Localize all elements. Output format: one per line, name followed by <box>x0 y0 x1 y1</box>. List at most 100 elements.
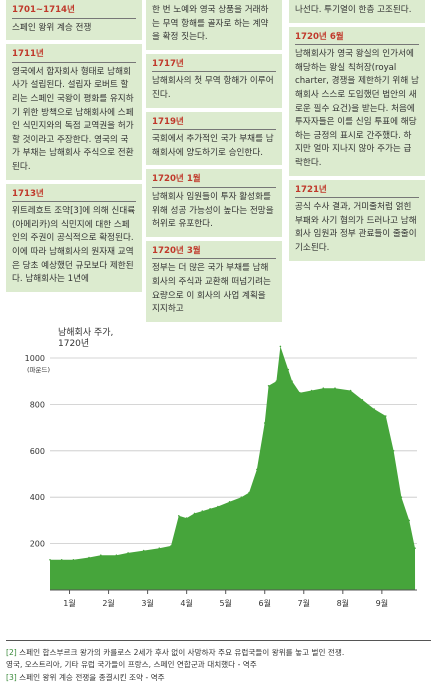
entry-rule <box>295 197 419 199</box>
timeline-column-1: 1701~1714년 스페인 왕위 계승 전쟁 1711년 영국에서 합자회사 형… <box>6 0 142 296</box>
entry-year: 1711년 <box>12 49 44 60</box>
x-tick-label: 3월 <box>141 598 153 608</box>
timeline-entry: 1713년 위트레흐트 조약[3]에 의해 신대륙(아메리카)의 식민지에 대한… <box>6 183 142 292</box>
entry-year: 1721년 <box>295 184 327 195</box>
entry-text: 스페인 왕위 계승 전쟁 <box>12 22 92 33</box>
entry-text: 남해회사의 첫 무역 항해가 이루어진다. <box>152 76 274 100</box>
data-point <box>49 559 51 561</box>
entry-text: 남해회사 임원들이 투자 활성화를 위해 성공 가능성이 높다는 전망을 허위로… <box>152 191 274 230</box>
entry-rule <box>152 129 276 131</box>
data-point <box>400 496 403 498</box>
x-tick-label: 8월 <box>337 598 349 608</box>
data-point <box>385 415 387 417</box>
entry-rule <box>152 186 276 188</box>
chart-title: 남해회사 주가, <box>58 327 113 338</box>
timeline-entry: 1701~1714년 스페인 왕위 계승 전쟁 <box>6 0 142 41</box>
entry-year: 1719년 <box>152 116 184 127</box>
data-point <box>142 549 145 552</box>
timeline-entry: 한 번 노예와 영국 상품을 거래하는 무역 항해를 골자로 하는 계약을 확정… <box>146 0 282 50</box>
y-tick-label: 1000 <box>25 354 45 363</box>
timeline-entry: 1720년 1월 남해회사 임원들이 투자 활성화를 위해 성공 가능성이 높다… <box>146 169 282 237</box>
data-point <box>392 450 395 452</box>
timeline-entry: 나선다. 투기열이 한층 고조된다. <box>289 0 425 23</box>
footnote-text: 스페인 합스부르크 왕가의 카를로스 2세가 후사 없이 사망하자 주요 유럽국… <box>6 648 345 670</box>
timeline-entry: 1720년 3월 정부는 더 많은 국가 부채를 남해회사의 주식과 교환해 떠… <box>146 240 282 322</box>
data-point <box>72 559 75 561</box>
footnote: [2] 스페인 합스부르크 왕가의 카를로스 2세가 후사 없이 사망하자 주요… <box>6 647 431 672</box>
entry-rule <box>12 201 136 203</box>
data-point <box>193 512 196 515</box>
data-point <box>100 554 102 556</box>
entry-text: 위트레흐트 조약[3]에 의해 신대륙(아메리카)의 식민지에 대한 스페인의 … <box>12 206 136 285</box>
data-point <box>310 389 313 392</box>
data-point <box>279 345 282 348</box>
data-point <box>248 491 250 494</box>
footnote-text: 스페인 왕위 계승 전쟁을 종결시킨 조약 - 역주 <box>16 672 165 682</box>
entry-text: 영국에서 합자회사 형태로 남해회사가 설립된다. 설립자 로버트 할리는 스페… <box>12 66 134 172</box>
x-tick-label: 4월 <box>180 598 192 608</box>
data-point <box>414 547 416 549</box>
entry-year: 1720년 6월 <box>295 31 344 42</box>
data-point <box>299 392 301 394</box>
y-axis-unit: (파운드) <box>27 365 50 374</box>
data-point <box>170 545 172 547</box>
chart-title: 1720년 <box>58 338 89 349</box>
data-point <box>408 519 411 522</box>
data-point <box>256 468 258 471</box>
timeline-entry: 1721년 공식 수사 결과, 거미줄처럼 얽힌 부패와 사기 혐의가 드러나고… <box>289 179 425 261</box>
timeline-column-2: 한 번 노예와 영국 상품을 거래하는 무역 항해를 골자로 하는 계약을 확정… <box>146 0 282 326</box>
data-point <box>267 385 270 387</box>
entry-text: 한 번 노예와 영국 상품을 거래하는 무역 항해를 골자로 하는 계약을 확정… <box>152 5 269 43</box>
data-point <box>178 515 180 517</box>
footnote-number: [3] <box>6 672 17 682</box>
data-point <box>275 380 278 382</box>
entry-rule <box>12 61 136 63</box>
entry-year: 1720년 3월 <box>152 245 201 256</box>
y-tick-label: 600 <box>30 447 45 456</box>
entry-text: 국회에서 추가적인 국가 부채를 남해회사에 양도하기로 승인한다. <box>152 134 274 158</box>
timeline-column-3: 나선다. 투기열이 한층 고조된다. 1720년 6월 남해회사가 영국 왕실의 … <box>289 0 425 265</box>
data-point <box>185 517 188 519</box>
data-point <box>88 556 90 559</box>
data-point <box>291 380 293 382</box>
data-point <box>60 559 63 561</box>
data-point <box>217 505 219 508</box>
timeline-entry: 1719년 국회에서 추가적인 국가 부채를 남해회사에 양도하기로 승인한다. <box>146 111 282 166</box>
entry-year: 1713년 <box>12 188 44 199</box>
data-point <box>127 552 129 554</box>
entry-text: 나선다. 투기열이 한층 고조된다. <box>295 5 412 15</box>
y-tick-label: 800 <box>30 400 45 409</box>
data-point <box>201 510 204 512</box>
timeline-entry: 1720년 6월 남해회사가 영국 왕실의 인가서에 해당하는 왕실 칙허장(r… <box>289 26 425 176</box>
x-tick-label: 2월 <box>102 598 114 608</box>
data-point <box>158 547 161 549</box>
timeline-entry: 1717년 남해회사의 첫 무역 항해가 이루어진다. <box>146 53 282 108</box>
entry-year: 1717년 <box>152 58 184 69</box>
data-point <box>115 554 118 556</box>
data-point <box>287 368 290 371</box>
x-tick-label: 7월 <box>298 598 310 608</box>
data-point <box>322 387 325 389</box>
x-tick-label: 5월 <box>219 598 231 608</box>
entry-year: 1720년 1월 <box>152 174 201 185</box>
data-point <box>228 501 231 503</box>
entry-text: 남해회사가 영국 왕실의 인가서에 해당하는 왕실 칙허장(royal char… <box>295 49 419 168</box>
data-point <box>240 496 243 498</box>
data-point <box>334 387 336 389</box>
x-tick-label: 1월 <box>63 598 75 608</box>
share-price-chart: 남해회사 주가,1720년 (파운드) 200 400 600 800 1000 1월 2월 3월… <box>25 327 417 608</box>
entry-rule <box>152 258 276 260</box>
data-point <box>263 422 266 424</box>
x-tick-label: 9월 <box>376 598 388 608</box>
data-point <box>209 508 211 510</box>
x-tick-label: 6월 <box>259 598 271 608</box>
entry-rule <box>12 17 136 19</box>
price-area <box>50 346 416 590</box>
entry-text: 공식 수사 결과, 거미줄처럼 얽힌 부패와 사기 혐의가 드러나고 남해회사 … <box>295 202 417 253</box>
timeline-entry: 1711년 영국에서 합자회사 형태로 남해회사가 설립된다. 설립자 로버트 … <box>6 44 142 180</box>
y-tick-label: 200 <box>30 540 45 549</box>
data-point <box>361 399 364 401</box>
y-tick-label: 400 <box>30 493 45 502</box>
entry-rule <box>295 44 419 46</box>
footnote: [3] 스페인 왕위 계승 전쟁을 종결시킨 조약 - 역주 <box>6 672 431 684</box>
